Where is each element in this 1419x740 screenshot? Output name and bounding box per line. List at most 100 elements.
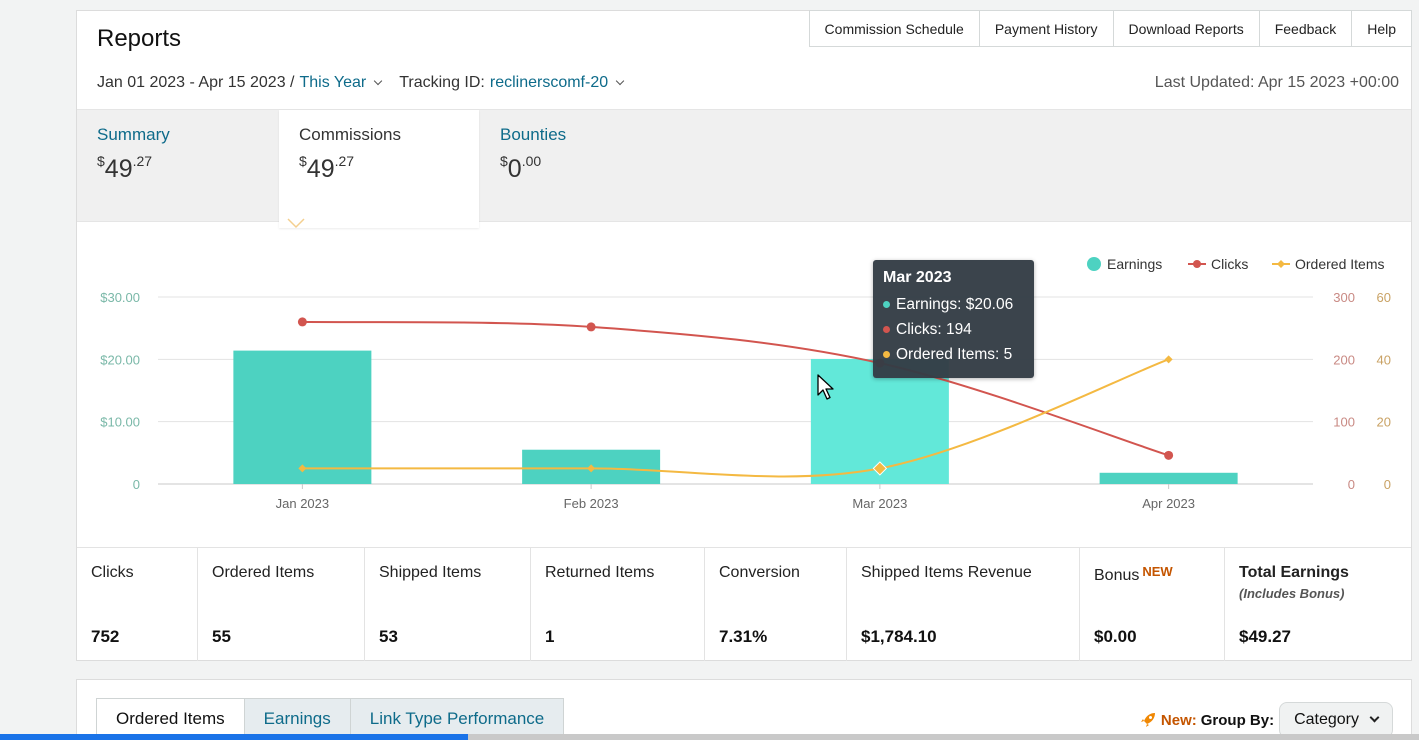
clicks-dot-icon xyxy=(883,326,890,333)
help-link[interactable]: Help xyxy=(1351,10,1412,47)
stat-total-earnings: Total Earnings (Includes Bonus) $49.27 xyxy=(1225,548,1411,661)
stat-label: Shipped Items Revenue xyxy=(861,564,1032,581)
top-nav: Commission Schedule Payment History Down… xyxy=(808,10,1412,47)
tooltip-earnings: Earnings: $20.06 xyxy=(896,295,1014,313)
tab-ordered-items[interactable]: Ordered Items xyxy=(96,698,245,738)
stat-value: 7.31% xyxy=(719,627,768,646)
date-range: Jan 01 2023 - Apr 15 2023 / xyxy=(97,74,295,91)
stat-sublabel: (Includes Bonus) xyxy=(1239,586,1345,601)
legend-earnings-label: Earnings xyxy=(1107,256,1162,272)
earnings-bars xyxy=(233,350,1238,484)
group-by-control: New: Group By: Category xyxy=(1139,702,1393,738)
stat-label: Returned Items xyxy=(545,564,655,581)
period-dropdown[interactable]: This Year xyxy=(299,74,367,91)
earnings-bar xyxy=(1099,472,1238,484)
stat-label: Conversion xyxy=(719,564,800,581)
left-axis-tick-label: $30.00 xyxy=(100,290,140,305)
chart-lines xyxy=(297,317,1174,478)
x-axis-tick-label: Feb 2023 xyxy=(564,496,619,511)
tab-earnings[interactable]: Earnings xyxy=(243,698,351,738)
page-progress-bar xyxy=(0,734,1419,740)
ordered-items-line xyxy=(302,358,1169,478)
earnings-bar xyxy=(233,350,372,484)
left-axis-tick-label: $10.00 xyxy=(100,415,140,430)
summary-tabs: Summary $49.27 Commissions $49.27 Bounti… xyxy=(77,109,1411,228)
rocket-icon xyxy=(1140,713,1155,727)
commission-schedule-link[interactable]: Commission Schedule xyxy=(808,10,980,47)
mouse-cursor-icon xyxy=(817,374,834,400)
ordered-items-point xyxy=(587,464,596,473)
tab-commissions[interactable]: Commissions $49.27 xyxy=(279,110,479,228)
stats-row: Clicks 752 Ordered Items 55 Shipped Item… xyxy=(77,547,1411,661)
ordered-items-point xyxy=(298,464,307,473)
clicks-point xyxy=(586,322,596,332)
tooltip-ordered: Ordered Items: 5 xyxy=(896,345,1013,363)
stat-clicks: Clicks 752 xyxy=(77,548,198,661)
x-axis-tick-label: Mar 2023 xyxy=(852,496,907,511)
stat-bonus: Bonus NEW $0.00 xyxy=(1080,548,1225,661)
stat-label: Clicks xyxy=(91,564,134,581)
clicks-point xyxy=(297,317,307,327)
tab-amount: $49.27 xyxy=(299,153,355,183)
new-label: New: xyxy=(1160,711,1197,729)
stat-conversion: Conversion 7.31% xyxy=(705,548,847,661)
legend-ordered-label: Ordered Items xyxy=(1295,256,1384,272)
active-tab-pointer-icon xyxy=(287,218,305,229)
right-axis-clicks-tick-label: 200 xyxy=(1333,352,1355,367)
right-axis-ordered-tick-label: 40 xyxy=(1377,352,1391,367)
last-updated: Last Updated: Apr 15 2023 +00:00 xyxy=(1154,74,1399,91)
details-tabs: Ordered Items Earnings Link Type Perform… xyxy=(96,698,565,738)
progress-fill xyxy=(0,734,469,740)
tab-link-type-performance[interactable]: Link Type Performance xyxy=(349,698,565,738)
chart-tooltip: Mar 2023 Earnings: $20.06 Clicks: 194 Or… xyxy=(873,260,1034,378)
tracking-label: Tracking ID: xyxy=(399,74,485,91)
stat-label: Shipped Items xyxy=(379,564,482,581)
tooltip-ordered-row: Ordered Items: 5 xyxy=(883,342,1024,367)
tooltip-earnings-row: Earnings: $20.06 xyxy=(883,292,1024,317)
right-axis-ordered-tick-label: 60 xyxy=(1377,290,1391,305)
tab-bounties[interactable]: Bounties $0.00 xyxy=(480,110,680,223)
chart-axes: 0 0 0 $10.00 100 20 $20.00 200 40 $30.00 300 60 Jan … xyxy=(100,290,1391,511)
stat-label: Ordered Items xyxy=(212,564,315,581)
tooltip-title: Mar 2023 xyxy=(883,269,952,286)
right-axis-ordered-tick-label: 20 xyxy=(1377,415,1391,430)
payment-history-link[interactable]: Payment History xyxy=(978,10,1114,47)
stat-value: 752 xyxy=(91,627,120,646)
stat-ordered-items: Ordered Items 55 xyxy=(198,548,365,661)
right-axis-clicks-tick-label: 300 xyxy=(1333,290,1355,305)
stat-value: $1,784.10 xyxy=(861,627,937,646)
tab-label: Summary xyxy=(97,125,170,144)
earnings-dot-icon xyxy=(883,301,890,308)
tab-amount: $49.27 xyxy=(97,153,153,183)
group-by-label: Group By: xyxy=(1200,711,1275,729)
group-by-select[interactable]: Category xyxy=(1279,702,1393,738)
ordered-items-point xyxy=(872,461,888,476)
stat-label: Bonus NEW xyxy=(1094,564,1173,584)
tab-label: Bounties xyxy=(500,125,567,144)
group-by-value: Category xyxy=(1294,711,1359,728)
stat-value: $49.27 xyxy=(1239,627,1291,646)
ordered-dot-icon xyxy=(883,351,890,358)
clicks-line xyxy=(302,320,1169,457)
stat-value: 53 xyxy=(379,627,398,646)
new-badge: NEW xyxy=(1142,564,1173,579)
x-axis-tick-label: Apr 2023 xyxy=(1142,496,1195,511)
legend-ordered-marker xyxy=(1277,260,1285,268)
tracking-id-dropdown[interactable]: reclinerscomf-20 xyxy=(489,74,609,91)
right-axis-clicks-tick-label: 100 xyxy=(1333,415,1355,430)
tab-summary[interactable]: Summary $49.27 xyxy=(77,110,277,223)
clicks-point xyxy=(1164,450,1174,460)
legend-clicks-label: Clicks xyxy=(1211,256,1248,272)
x-axis-tick-label: Jan 2023 xyxy=(276,496,330,511)
report-card: Reports Commission Schedule Payment Hist… xyxy=(76,10,1412,661)
tooltip-clicks: Clicks: 194 xyxy=(896,320,972,338)
right-axis-ordered-tick-label: 0 xyxy=(1384,477,1391,492)
stat-label: Total Earnings xyxy=(1239,564,1349,581)
stat-value: 55 xyxy=(212,627,231,646)
stat-shipped-items: Shipped Items 53 xyxy=(365,548,531,661)
tooltip-clicks-row: Clicks: 194 xyxy=(883,317,1024,342)
details-card: Ordered Items Earnings Link Type Perform… xyxy=(76,679,1412,740)
chevron-down-icon xyxy=(1369,712,1380,722)
legend-earnings-marker xyxy=(1087,257,1101,271)
right-axis-clicks-tick-label: 0 xyxy=(1348,477,1355,492)
